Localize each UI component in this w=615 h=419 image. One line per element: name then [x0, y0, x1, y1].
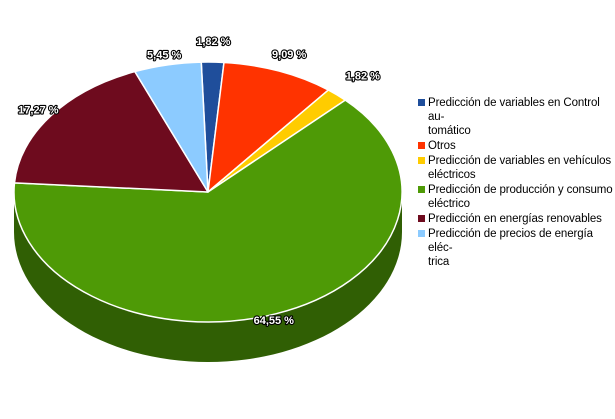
- legend-swatch-4: [418, 215, 425, 222]
- legend-item-0: Predicción de variables en Control au-to…: [418, 96, 613, 138]
- legend-item-3: Predicción de producción y consumo eléctr…: [418, 183, 613, 211]
- pie-slice-5: [134, 61, 209, 193]
- pie-top-faces: [13, 61, 403, 323]
- legend-swatch-1: [418, 142, 425, 149]
- legend-label-line: tomático: [428, 125, 471, 137]
- pie-slice-1: [207, 61, 330, 193]
- data-label-1: 9,09 %: [272, 49, 306, 61]
- legend-label-line: eléctrico: [428, 198, 470, 210]
- legend-label-line: Predicción de variables en vehículos: [428, 155, 612, 167]
- data-label-4: 17,27 %: [18, 105, 59, 117]
- legend-item-4: Predicción en energías renovables: [418, 212, 613, 226]
- data-label-2: 1,82 %: [346, 71, 380, 83]
- legend-label-line: Otros: [428, 140, 456, 152]
- data-label-0: 1,82 %: [196, 36, 230, 48]
- pie-side-walls: [14, 192, 402, 362]
- legend-swatch-5: [418, 230, 425, 237]
- pie-slice-4: [13, 70, 209, 193]
- legend-swatch-3: [418, 186, 425, 193]
- legend-label-line: Predicción de variables en Control au-: [428, 97, 600, 123]
- data-label-5: 5,45 %: [147, 50, 181, 62]
- legend-label-line: Predicción en energías renovables: [428, 213, 602, 225]
- legend-swatch-2: [418, 157, 425, 164]
- data-label-3: 64,55 %: [254, 315, 295, 327]
- data-labels: 1,82 % 9,09 % 1,82 % 64,55 % 17,27 % 5,45 %: [17, 35, 381, 328]
- pie-slice-side-3: [14, 192, 402, 362]
- legend-item-2: Predicción de variables en vehículos eléc…: [418, 154, 613, 182]
- legend-item-5: Predicción de precios de energía eléc-tr…: [418, 227, 613, 269]
- legend: Predicción de variables en Control au-to…: [418, 96, 613, 270]
- legend-label-line: trica: [428, 256, 450, 268]
- legend-label-line: Predicción de precios de energía eléc-: [428, 228, 593, 254]
- legend-label-line: Predicción de producción y consumo: [428, 184, 613, 196]
- legend-swatch-0: [418, 99, 425, 106]
- legend-item-1: Otros: [418, 139, 613, 153]
- legend-label-line: eléctricos: [428, 169, 476, 181]
- pie-slice-3: [13, 99, 403, 323]
